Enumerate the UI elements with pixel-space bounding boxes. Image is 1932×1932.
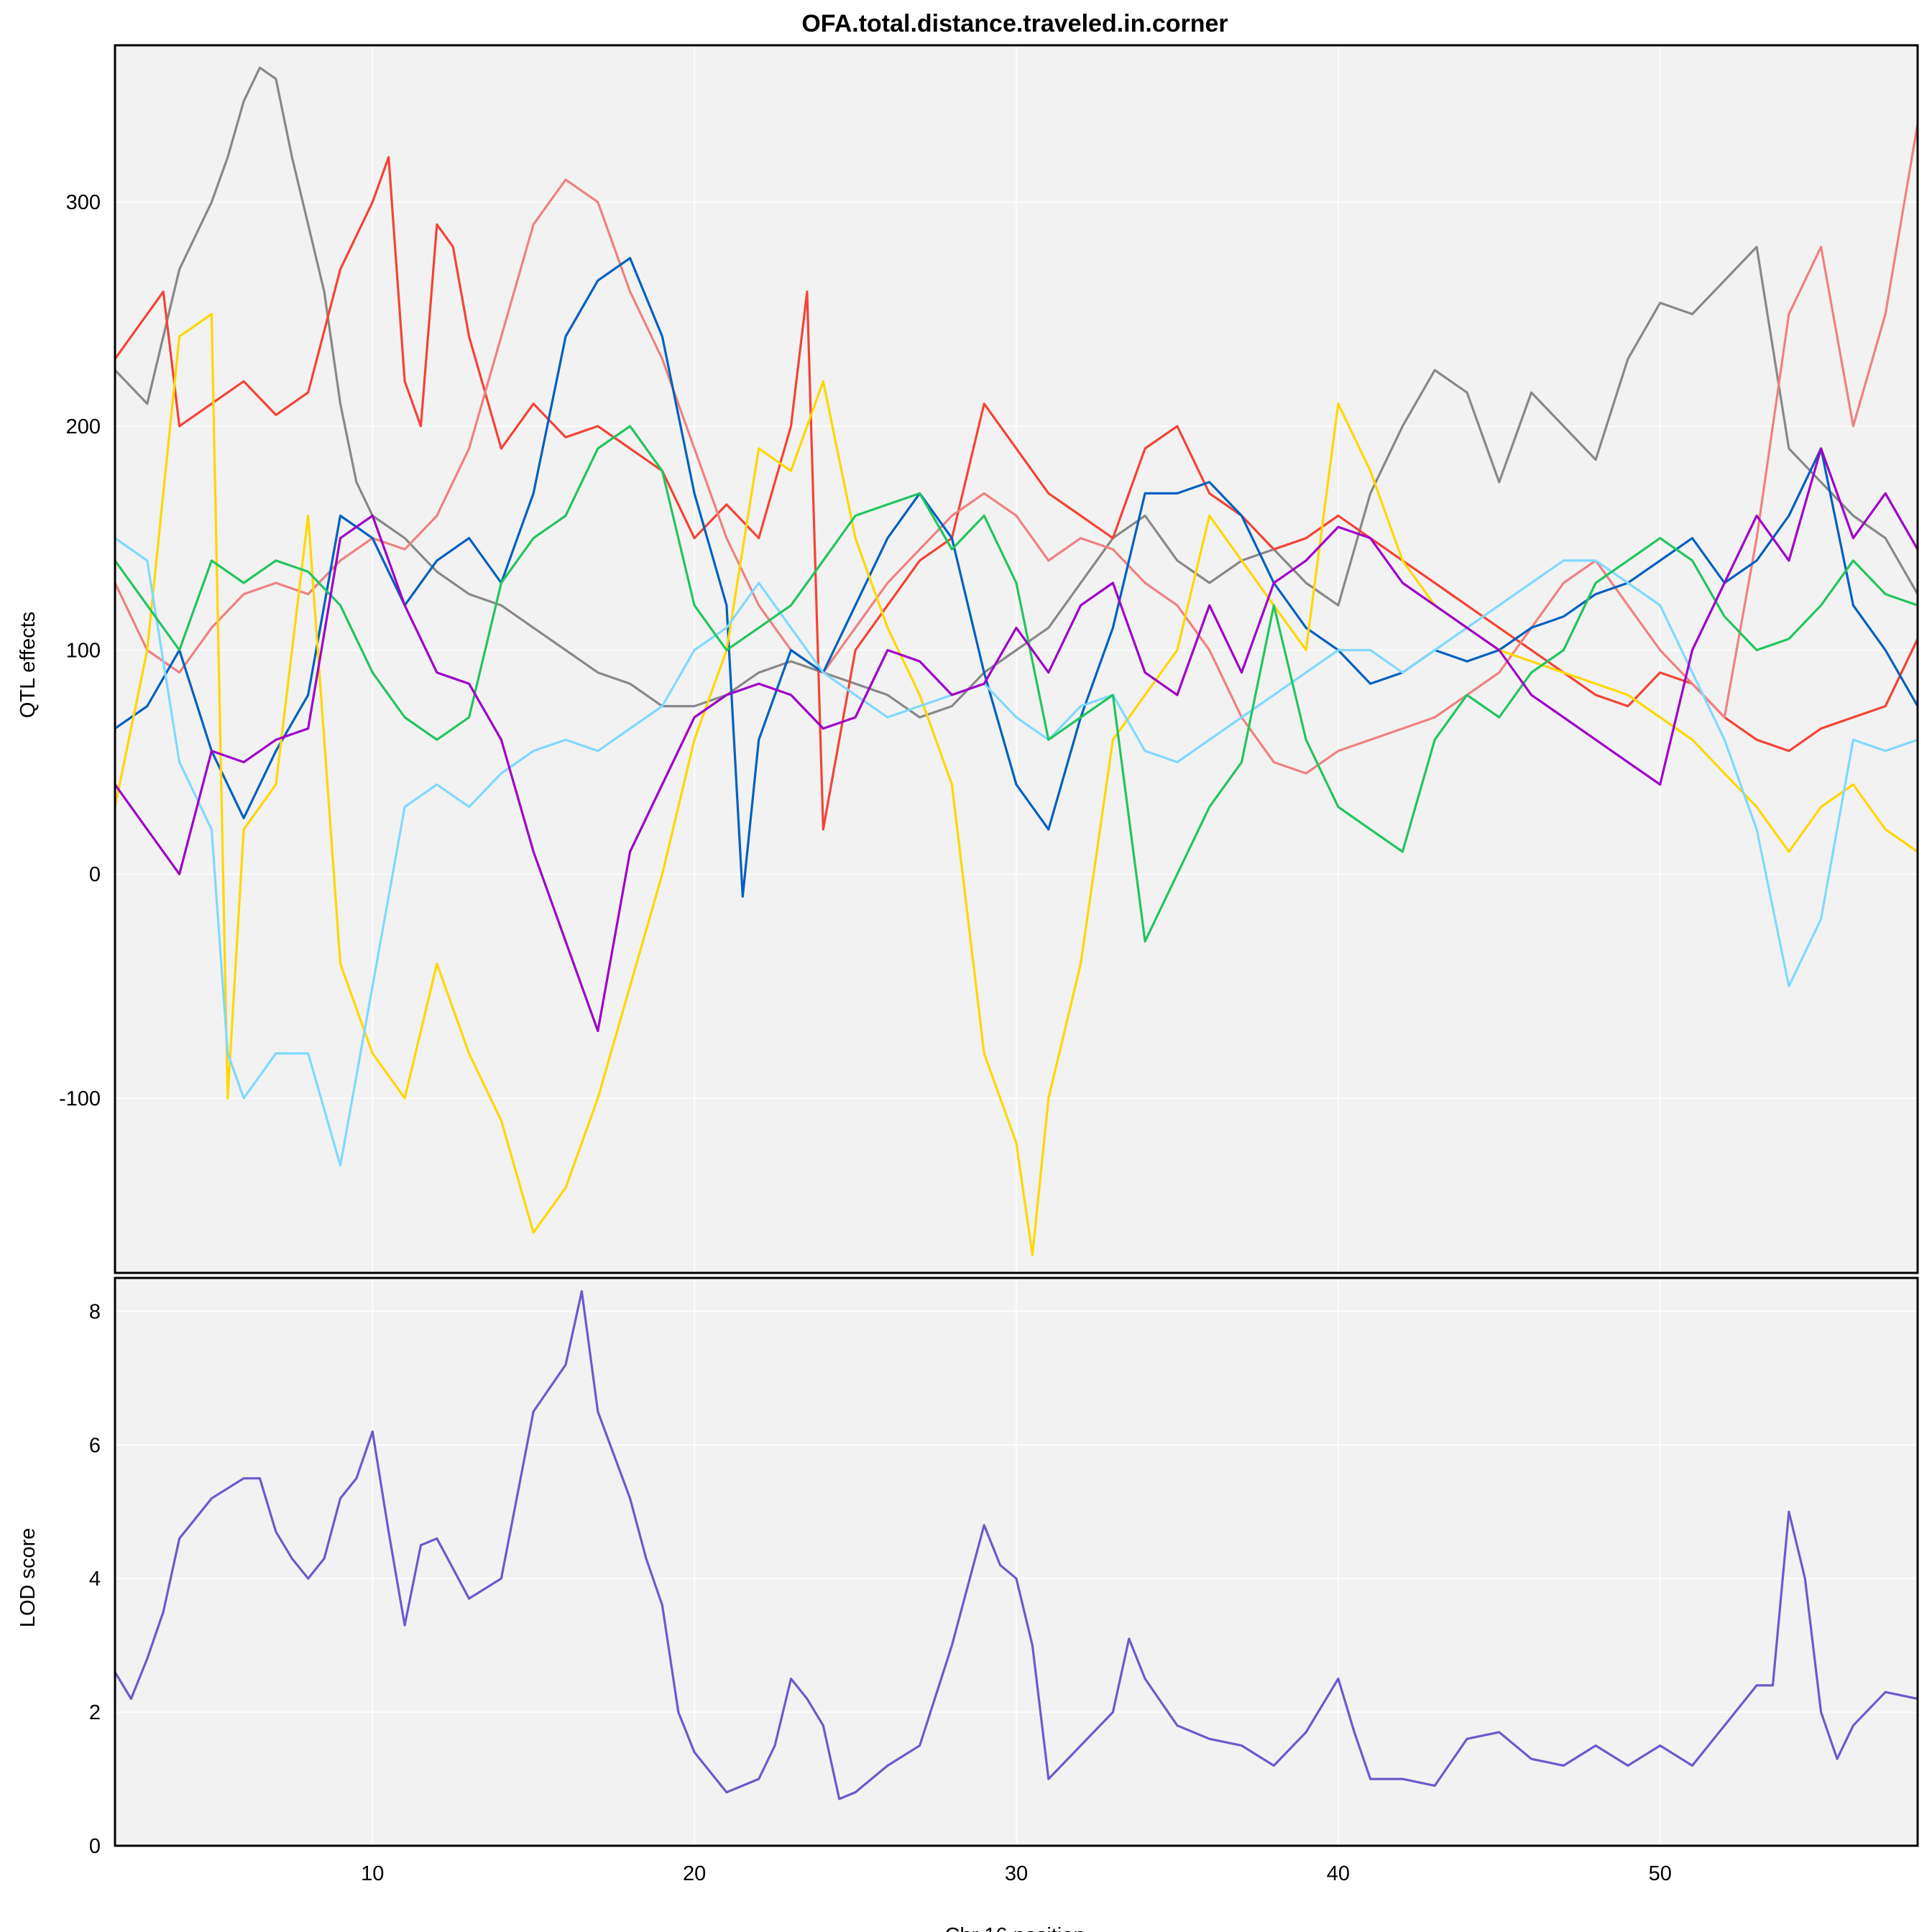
series-line-2: [114, 156, 1919, 831]
y-tick-label: 8: [89, 1300, 101, 1323]
x-axis-label: Chr 16 position: [944, 1924, 1085, 1932]
x-tick-label: 50: [1649, 1862, 1672, 1885]
series-line-1: [114, 1289, 1919, 1800]
effects-series-group: [114, 66, 1919, 1256]
effects-y-tick-labels: -100 0 100 200 300: [59, 191, 101, 1110]
x-tick-label: 40: [1327, 1862, 1350, 1885]
series-line-5: [114, 313, 1919, 1256]
y-tick-label: -100: [59, 1087, 101, 1110]
series-line-7: [114, 425, 1919, 943]
y-tick-label: 6: [89, 1434, 101, 1457]
y-tick-label: 4: [89, 1568, 101, 1591]
chart-title: OFA.total.distance.traveled.in.corner: [801, 10, 1228, 37]
effects-grid: [115, 45, 1918, 1273]
x-tick-label: 10: [361, 1862, 384, 1885]
series-line-3: [114, 122, 1919, 775]
lod-y-axis-label: LOD score: [17, 1528, 40, 1628]
effects-panel: -100 0 100 200 300 QTL effects: [17, 44, 1919, 1274]
series-line-4: [114, 257, 1919, 898]
lod-panel: 0 2 4 6 8 10 20 30 40 50 LOD score Chr 16 positi…: [17, 1276, 1919, 1932]
lod-y-tick-labels: 0 2 4 6 8: [89, 1300, 101, 1858]
series-line-1: [114, 66, 1919, 719]
x-tick-label: 20: [683, 1862, 706, 1885]
y-tick-label: 300: [66, 191, 101, 214]
effects-y-axis-label: QTL effects: [17, 612, 40, 718]
y-tick-label: 100: [66, 640, 101, 663]
y-tick-label: 0: [89, 863, 101, 886]
x-tick-labels: 10 20 30 40 50: [361, 1862, 1672, 1885]
series-line-8: [114, 447, 1919, 1033]
y-tick-label: 2: [89, 1701, 101, 1724]
lod-series-group: [114, 1289, 1919, 1800]
effects-panel-border: [114, 44, 1919, 1274]
y-tick-label: 0: [89, 1835, 101, 1858]
lod-panel-border: [114, 1276, 1919, 1847]
y-tick-label: 200: [66, 415, 101, 438]
x-tick-label: 30: [1005, 1862, 1028, 1885]
